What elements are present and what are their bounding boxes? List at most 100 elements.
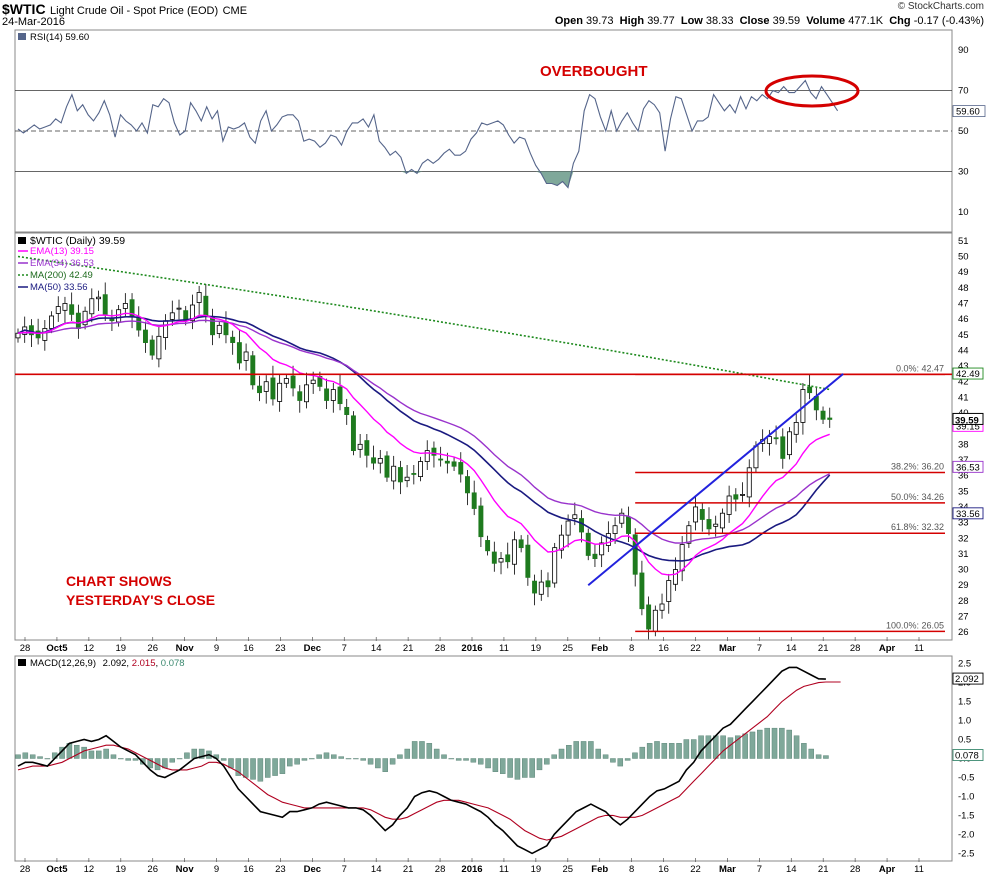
candle-body — [672, 569, 678, 585]
macd-hist-bar — [323, 752, 330, 759]
macd-hist-bar — [220, 758, 227, 761]
ma-legend-entry: EMA(13) 39.15 — [30, 246, 94, 257]
x-label-price: 8 — [629, 643, 634, 654]
x-label-price: 22 — [690, 643, 701, 654]
candle-body — [230, 336, 236, 343]
price-tick-label: 37 — [958, 455, 969, 466]
rsi-value-box — [952, 105, 986, 118]
price-value-label: 42.49 — [956, 369, 980, 380]
macd-tick-label: -2.0 — [958, 829, 974, 840]
x-label-price: 7 — [757, 643, 762, 654]
macd-hist-bar — [617, 758, 624, 767]
macd-hist-bar — [823, 755, 829, 759]
macd-title-row: MACD(12,26,9) 2.092, 2.015, 0.078 — [30, 658, 185, 669]
x-label-price: 11 — [499, 643, 509, 654]
macd-sep2: , — [155, 658, 160, 669]
x-label-macd: 14 — [786, 864, 797, 875]
rsi-line — [17, 79, 839, 189]
candle-body — [28, 325, 34, 336]
x-label-price: 21 — [818, 643, 829, 654]
candle-body — [545, 580, 551, 588]
candle-body — [518, 539, 524, 549]
candle-body — [35, 330, 41, 339]
rsi-title: RSI(14) 59.60 — [18, 32, 89, 43]
ema13-line — [17, 312, 830, 576]
candle-body — [270, 377, 276, 400]
candle-body — [699, 509, 705, 520]
macd-hist-bar — [198, 748, 205, 759]
volume-label: Volume — [806, 15, 846, 27]
macd-hist-bar — [595, 748, 601, 759]
macd-tick-label: 2.5 — [958, 659, 971, 670]
price-tick-label: 41 — [958, 392, 969, 403]
macd-hist-bar — [470, 758, 477, 763]
macd-title: MACD(12,26,9) 2.092, 2.015, 0.078 — [18, 658, 185, 669]
macd-hist-bar — [690, 739, 697, 759]
macd-hist-bar — [757, 729, 763, 759]
fib-label: 38.2%: 36.20 — [891, 462, 944, 472]
candle-body — [169, 312, 175, 320]
high-value: 39.77 — [647, 15, 675, 27]
exchange: CME — [222, 5, 248, 17]
macd-hist-bar — [558, 748, 565, 759]
macd-hist-bar — [676, 743, 682, 759]
price-tick-label: 29 — [958, 580, 969, 591]
x-label-price: 7 — [342, 643, 347, 654]
macd-tick-label: -0.5 — [958, 772, 974, 783]
rsi-legend-swatch — [18, 33, 26, 40]
candle-body — [377, 458, 383, 464]
macd-hist-bar — [610, 758, 616, 763]
fib-label: 100.0%: 26.05 — [886, 620, 944, 630]
macd-hist-bar — [279, 758, 286, 774]
candle-body — [183, 310, 189, 322]
macd-hist-bar — [316, 754, 322, 759]
hist-value-label: 0.078 — [955, 751, 979, 762]
price-tick-label: 43 — [958, 361, 969, 372]
fib-label: 0.0%: 42.47 — [896, 363, 944, 373]
macd-hist-bar — [22, 752, 29, 759]
candle-body — [632, 534, 638, 575]
macd-hist-bar — [632, 752, 638, 759]
macd-hist-bar — [683, 739, 690, 759]
x-label-macd: 8 — [629, 864, 634, 875]
candle-body — [438, 458, 444, 461]
price-tick-label: 31 — [958, 549, 969, 560]
candle-body — [149, 339, 155, 356]
macd-hist-bar — [507, 758, 513, 778]
price-tick-label: 42 — [958, 377, 969, 388]
candle-body — [297, 391, 303, 401]
price-tick-label: 26 — [958, 627, 969, 638]
candle-body — [444, 460, 450, 464]
x-label-price: 11 — [914, 643, 924, 654]
x-label-price: 25 — [562, 643, 573, 654]
candle-body — [350, 415, 356, 451]
x-label-macd: Dec — [304, 864, 321, 875]
symbol: $WTIC — [2, 1, 46, 17]
candle-body — [619, 512, 625, 524]
macd-value: 2.092 — [103, 658, 127, 669]
price-tick-label: 44 — [958, 345, 969, 356]
candle-body — [565, 520, 571, 536]
candle-body — [626, 516, 631, 534]
macd-hist-bar — [602, 754, 609, 759]
x-label-price: 21 — [403, 643, 414, 654]
close-label: Close — [739, 15, 770, 27]
candle-body — [592, 553, 598, 559]
macd-hist-bar — [720, 735, 726, 759]
macd-hist-bar — [514, 758, 521, 780]
macd-hist-bar — [88, 750, 95, 759]
macd-hist-bar — [779, 727, 785, 759]
x-label-macd: 7 — [342, 864, 347, 875]
macd-hist-bar — [455, 758, 462, 761]
price-tick-label: 36 — [958, 471, 969, 482]
macd-hist-bar — [492, 758, 499, 772]
candle-body — [827, 417, 833, 420]
x-label-price: 9 — [214, 643, 219, 654]
candle-body — [96, 296, 101, 300]
x-label-macd: 9 — [214, 864, 219, 875]
price-tick-label: 30 — [958, 565, 969, 576]
macd-hist-bar — [661, 743, 668, 759]
candle-body — [404, 476, 410, 482]
macd-hist-bar — [793, 735, 800, 759]
macd-hist-bar — [382, 758, 388, 772]
